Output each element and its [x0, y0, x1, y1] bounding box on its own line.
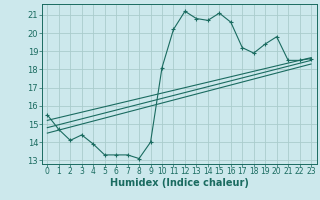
X-axis label: Humidex (Indice chaleur): Humidex (Indice chaleur): [110, 178, 249, 188]
